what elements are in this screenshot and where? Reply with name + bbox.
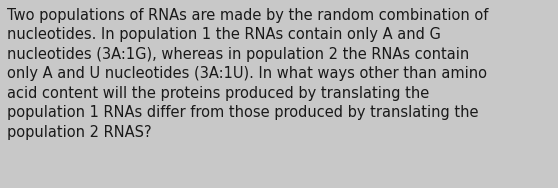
- Text: Two populations of RNAs are made by the random combination of
nucleotides. In po: Two populations of RNAs are made by the …: [7, 8, 488, 140]
